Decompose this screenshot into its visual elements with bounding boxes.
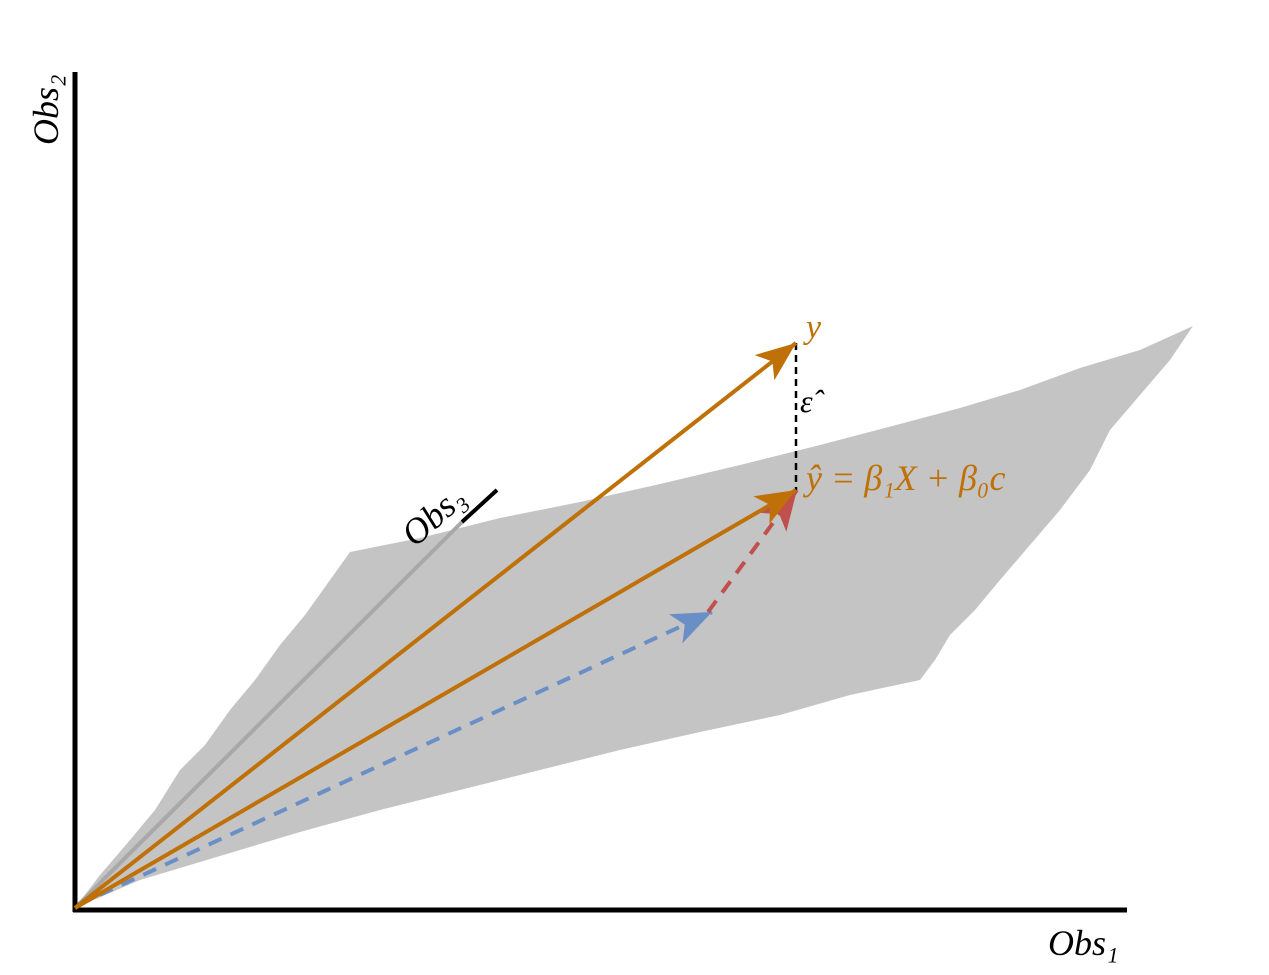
axis-obs3 (460, 488, 499, 524)
label-y: y (803, 309, 822, 346)
label-fitted: ŷ = β₁X + β₀c (803, 458, 1005, 498)
label-obs2: Obs₂ (26, 74, 66, 145)
label-obs1: Obs₁ (1048, 923, 1119, 963)
vector-x (77, 610, 713, 907)
label-residual: ε̂ (800, 383, 825, 419)
axis-obs3-hidden (73, 520, 464, 910)
plane (75, 326, 1193, 908)
vector-y (73, 341, 798, 910)
vector-yhat (73, 488, 798, 910)
